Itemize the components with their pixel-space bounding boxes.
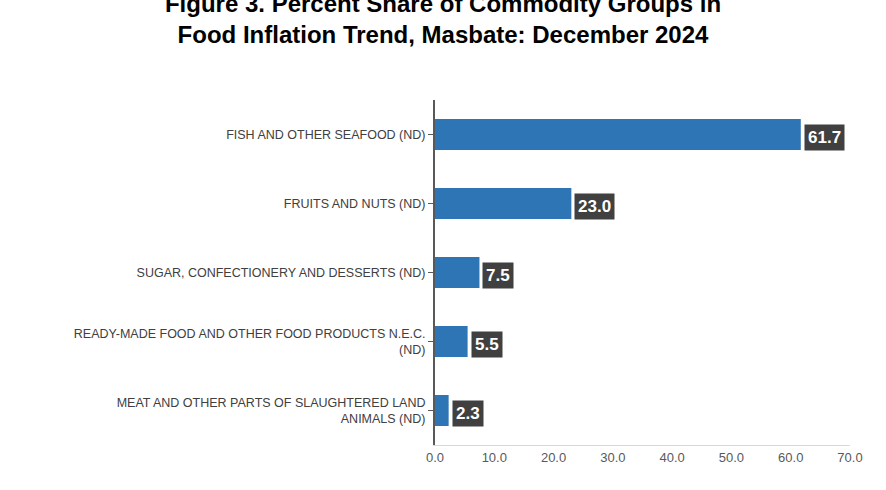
svg-text:70.0: 70.0 (837, 450, 862, 465)
svg-text:61.7: 61.7 (808, 128, 841, 147)
svg-text:40.0: 40.0 (659, 450, 684, 465)
svg-text:FRUITS AND NUTS (ND): FRUITS AND NUTS (ND) (284, 197, 426, 211)
svg-text:50.0: 50.0 (719, 450, 744, 465)
svg-text:FISH AND OTHER SEAFOOD (ND): FISH AND OTHER SEAFOOD (ND) (226, 128, 425, 142)
svg-text:30.0: 30.0 (600, 450, 625, 465)
svg-text:20.0: 20.0 (541, 450, 566, 465)
svg-text:Figure 3. Percent Share of Com: Figure 3. Percent Share of Commodity Gro… (165, 0, 721, 48)
svg-text:2.3: 2.3 (456, 404, 480, 423)
svg-text:READY-MADE FOOD AND OTHER FOOD: READY-MADE FOOD AND OTHER FOOD PRODUCTS … (74, 327, 426, 357)
svg-text:0.0: 0.0 (426, 450, 444, 465)
svg-text:60.0: 60.0 (778, 450, 803, 465)
svg-text:10.0: 10.0 (482, 450, 507, 465)
svg-text:5.5: 5.5 (475, 335, 499, 354)
svg-text:MEAT AND OTHER PARTS OF SLAUGH: MEAT AND OTHER PARTS OF SLAUGHTERED LAND… (117, 396, 426, 426)
svg-text:23.0: 23.0 (578, 197, 611, 216)
svg-text:SUGAR, CONFECTIONERY AND DESSE: SUGAR, CONFECTIONERY AND DESSERTS (ND) (137, 266, 426, 280)
svg-text:7.5: 7.5 (486, 266, 510, 285)
